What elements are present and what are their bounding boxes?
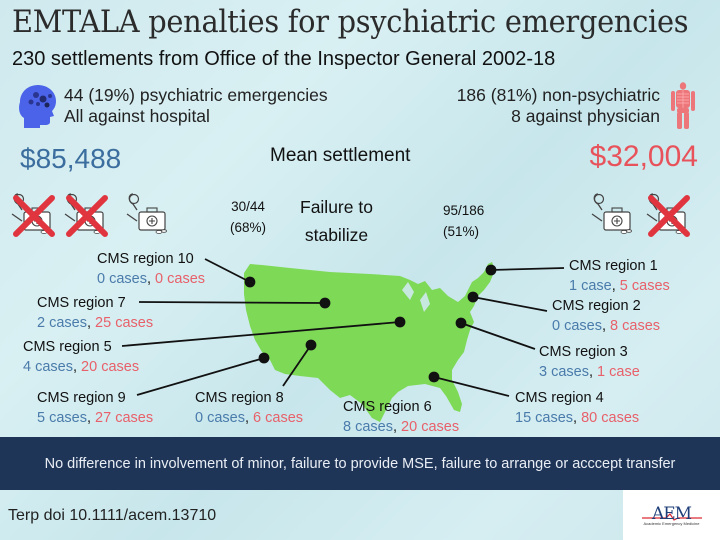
separator: , [588,364,598,380]
separator: , [392,419,402,435]
failure-label-line1: Failure to [300,197,373,217]
citation: Terp doi 10.1111/acem.13710 [8,507,217,524]
region-2-label: CMS region 2 0 cases, 8 cases [552,296,660,336]
psych-cases: 2 cases [37,315,87,331]
psych-cases: 3 cases [539,364,589,380]
separator: , [611,278,620,294]
region-4-label: CMS region 4 15 cases, 80 cases [515,388,639,428]
nonpsych-cases: 0 cases [155,271,206,287]
psych-cases: 1 case [569,278,612,294]
mean-settlement-label: Mean settlement [270,145,411,166]
nonpsychiatric-against: 8 against physician [511,106,660,126]
nonpsychiatric-failure-pct: (51%) [443,224,480,239]
region-name: CMS region 6 [343,399,432,415]
region-6-label: CMS region 6 8 cases, 20 cases [343,397,459,437]
psychiatric-failure-stat: 30/44 (68%) [230,196,266,238]
region-1-label: CMS region 1 1 case, 5 cases [569,256,670,296]
separator: , [72,359,82,375]
psych-cases: 15 cases [515,410,574,426]
region-9-label: CMS region 9 5 cases, 27 cases [37,388,153,428]
psych-cases: 5 cases [37,410,87,426]
region-name: CMS region 8 [195,390,284,406]
psych-cases: 0 cases [97,271,147,287]
psych-cases: 4 cases [23,359,73,375]
nonpsychiatric-mean-settlement: $32,004 [589,140,698,173]
region-name: CMS region 1 [569,258,658,274]
nonpsychiatric-summary: 186 (81%) non-psychiatric [456,85,660,105]
separator: , [601,318,611,334]
failure-to-stabilize-label: Failure to stabilize [300,193,373,249]
head-brain-icon [16,82,60,130]
psychiatric-mean-settlement: $85,488 [20,143,122,174]
nonpsych-cases: 27 cases [95,410,154,426]
psych-cases: 8 cases [343,419,393,435]
region-name: CMS region 7 [37,295,126,311]
separator: , [573,410,582,426]
nonpsychiatric-failure-count: 95/186 [443,203,485,218]
psych-cases: 0 cases [195,410,245,426]
region-name: CMS region 5 [23,339,112,355]
separator: , [244,410,254,426]
region-7-label: CMS region 7 2 cases, 25 cases [37,293,153,333]
nonpsych-cases: 1 case [597,364,640,380]
region-name: CMS region 3 [539,344,628,360]
psychiatric-summary: 44 (19%) psychiatric emergencies [64,85,328,105]
separator: , [86,410,96,426]
region-name: CMS region 10 [97,251,194,267]
banner-text: No difference in involvement of minor, f… [44,455,676,472]
page-title: EMTALA penalties for psychiatric emergen… [12,4,689,40]
nonpsych-cases: 6 cases [253,410,304,426]
aem-logo: AEM Academic Emergency Medicine [623,490,720,540]
psych-cases: 0 cases [552,318,602,334]
psychiatric-against: All against hospital [64,106,210,126]
separator: , [86,315,96,331]
psychiatric-failure-count: 30/44 [231,199,265,214]
separator: , [146,271,156,287]
nonpsychiatric-failure-stat: 95/186 (51%) [443,200,484,242]
nonpsych-cases: 8 cases [610,318,661,334]
psychiatric-failure-pct: (68%) [230,220,267,235]
nonpsych-cases: 80 cases [581,410,640,426]
region-5-label: CMS region 5 4 cases, 20 cases [23,337,139,377]
region-name: CMS region 2 [552,298,641,314]
region-name: CMS region 9 [37,390,126,406]
nonpsych-cases: 20 cases [81,359,140,375]
body-skeleton-icon [668,82,698,130]
region-name: CMS region 4 [515,390,604,406]
logo-text: AEM [651,503,692,524]
region-8-label: CMS region 8 0 cases, 6 cases [195,388,303,428]
nonpsych-cases: 5 cases [619,278,670,294]
logo-subtext: Academic Emergency Medicine [643,520,700,526]
nonpsych-cases: 20 cases [401,419,460,435]
failure-label-line2: stabilize [304,225,369,245]
region-10-label: CMS region 10 0 cases, 0 cases [97,249,205,289]
heartbeat-line-icon [641,512,702,521]
region-3-label: CMS region 3 3 cases, 1 case [539,342,640,382]
nonpsych-cases: 25 cases [95,315,154,331]
findings-banner: No difference in involvement of minor, f… [0,437,720,490]
page-subtitle: 230 settlements from Office of the Inspe… [12,48,556,70]
